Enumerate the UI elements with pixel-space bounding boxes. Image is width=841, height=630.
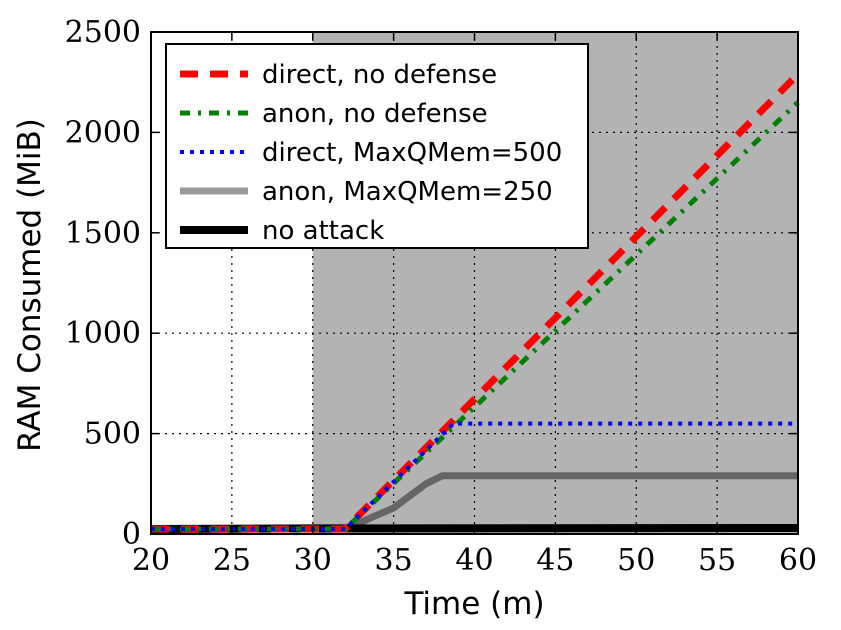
y-tick-label: 500 [84, 417, 141, 452]
y-tick-label: 0 [122, 517, 141, 552]
legend-label-2: direct, MaxQMem=500 [262, 138, 562, 168]
x-axis-label: Time (m) [403, 586, 544, 622]
x-tick-label: 50 [617, 543, 655, 578]
y-axis-label: RAM Consumed (MiB) [12, 118, 48, 452]
y-tick-label: 2000 [65, 115, 141, 150]
x-tick-label: 35 [375, 543, 413, 578]
legend: direct, no defense anon, no defense direct… [165, 43, 589, 249]
x-tick-label: 55 [698, 543, 736, 578]
y-tick-label: 2500 [65, 15, 141, 50]
series-line-1 [151, 100, 800, 532]
y-tick-label: 1000 [65, 316, 141, 351]
x-tick-label: 40 [455, 543, 493, 578]
x-tick-label: 25 [213, 543, 251, 578]
legend-label-0: direct, no defense [262, 60, 497, 90]
x-tick-label: 60 [779, 543, 817, 578]
x-tick-label: 20 [132, 543, 170, 578]
legend-box [165, 43, 589, 249]
x-tick-label: 45 [536, 543, 574, 578]
y-tick-label: 1500 [65, 216, 141, 251]
legend-label-3: anon, MaxQMem=250 [262, 177, 553, 207]
legend-label-4: no attack [262, 216, 384, 246]
x-tick-label: 30 [294, 543, 332, 578]
axis-ticks: 20 25 30 35 40 45 50 55 60 0 500 1000 1500 2000 2500 [65, 15, 817, 578]
legend-label-1: anon, no defense [262, 99, 488, 129]
